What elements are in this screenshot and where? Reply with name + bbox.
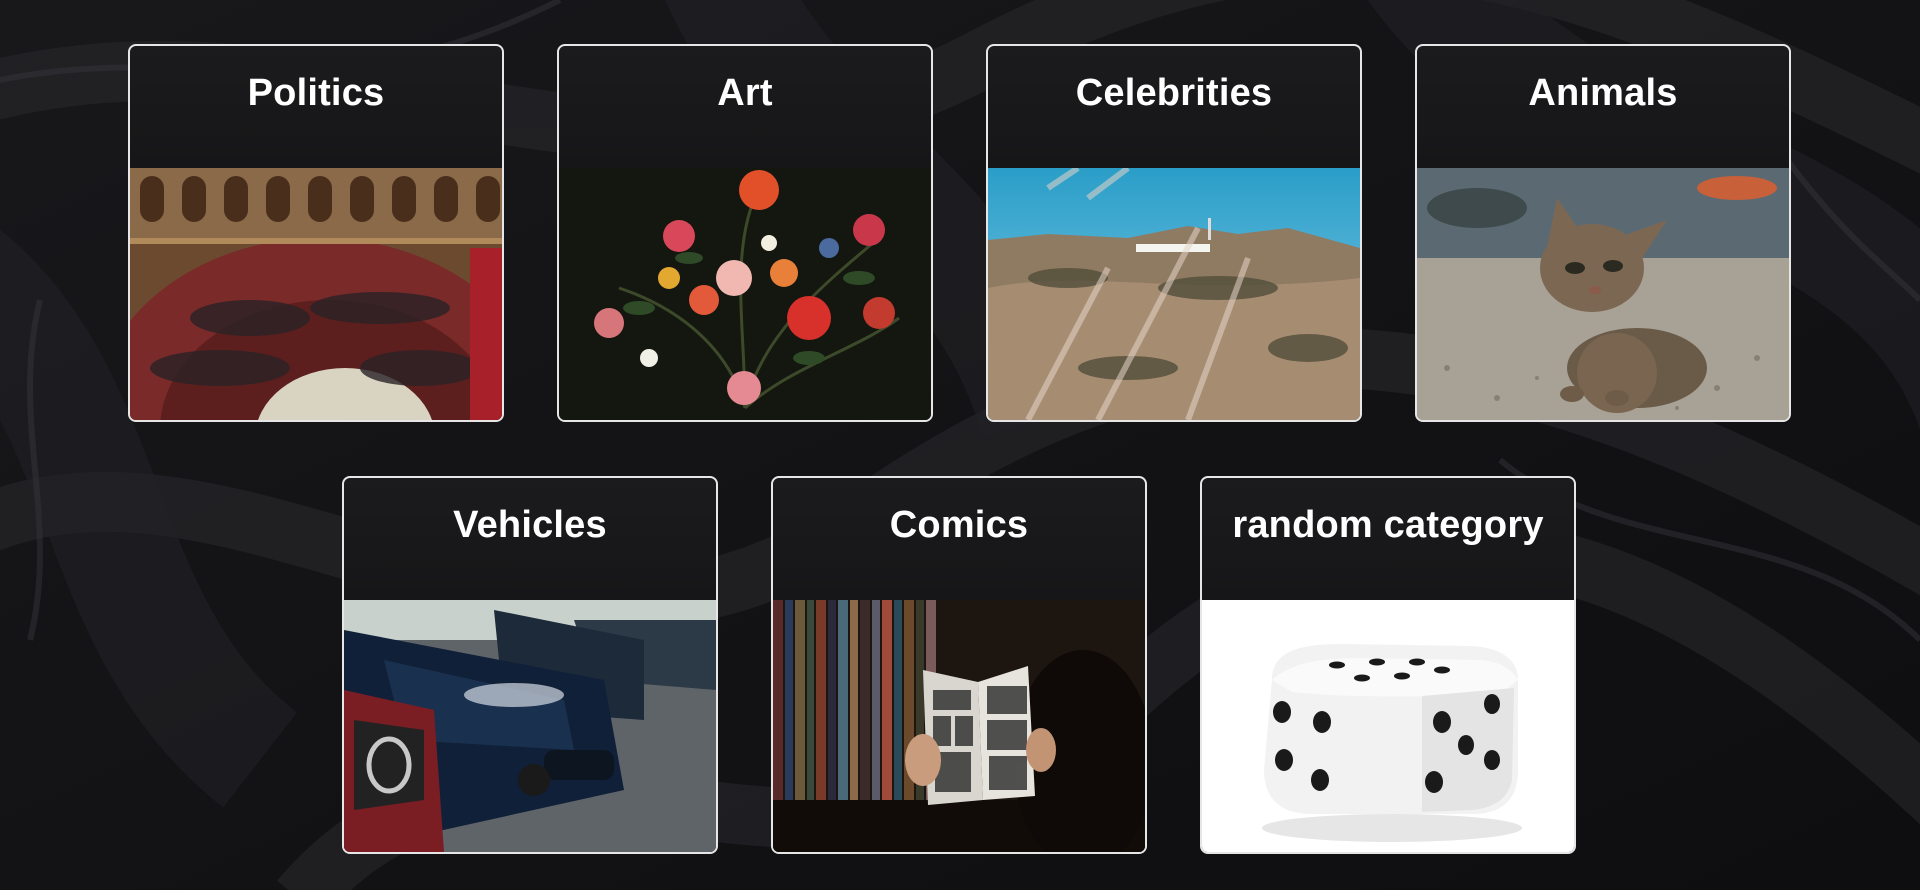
category-card-celebrities[interactable]: Celebrities (986, 44, 1362, 422)
category-card-comics[interactable]: Comics (771, 476, 1147, 854)
category-card-random-category[interactable]: random category (1200, 476, 1576, 854)
parliament-chamber-image (130, 168, 502, 420)
category-card-art[interactable]: Art (557, 44, 933, 422)
category-title: Politics (247, 72, 385, 114)
parked-cars-row (344, 600, 716, 852)
tabby-kitten-photo (1417, 168, 1789, 420)
hollywood-sign-hills (988, 168, 1360, 420)
person-reading-comic-book (773, 600, 1145, 852)
category-title: Animals (1528, 72, 1678, 114)
category-title: random category (1232, 504, 1544, 546)
category-title: Comics (889, 504, 1029, 546)
category-card-politics[interactable]: Politics (128, 44, 504, 422)
flower-still-life-painting (559, 168, 931, 420)
category-title: Vehicles (453, 504, 607, 546)
category-card-vehicles[interactable]: Vehicles (342, 476, 718, 854)
category-card-animals[interactable]: Animals (1415, 44, 1791, 422)
white-dice (1202, 600, 1574, 852)
category-title: Art (717, 72, 773, 114)
category-title: Celebrities (1075, 72, 1273, 114)
